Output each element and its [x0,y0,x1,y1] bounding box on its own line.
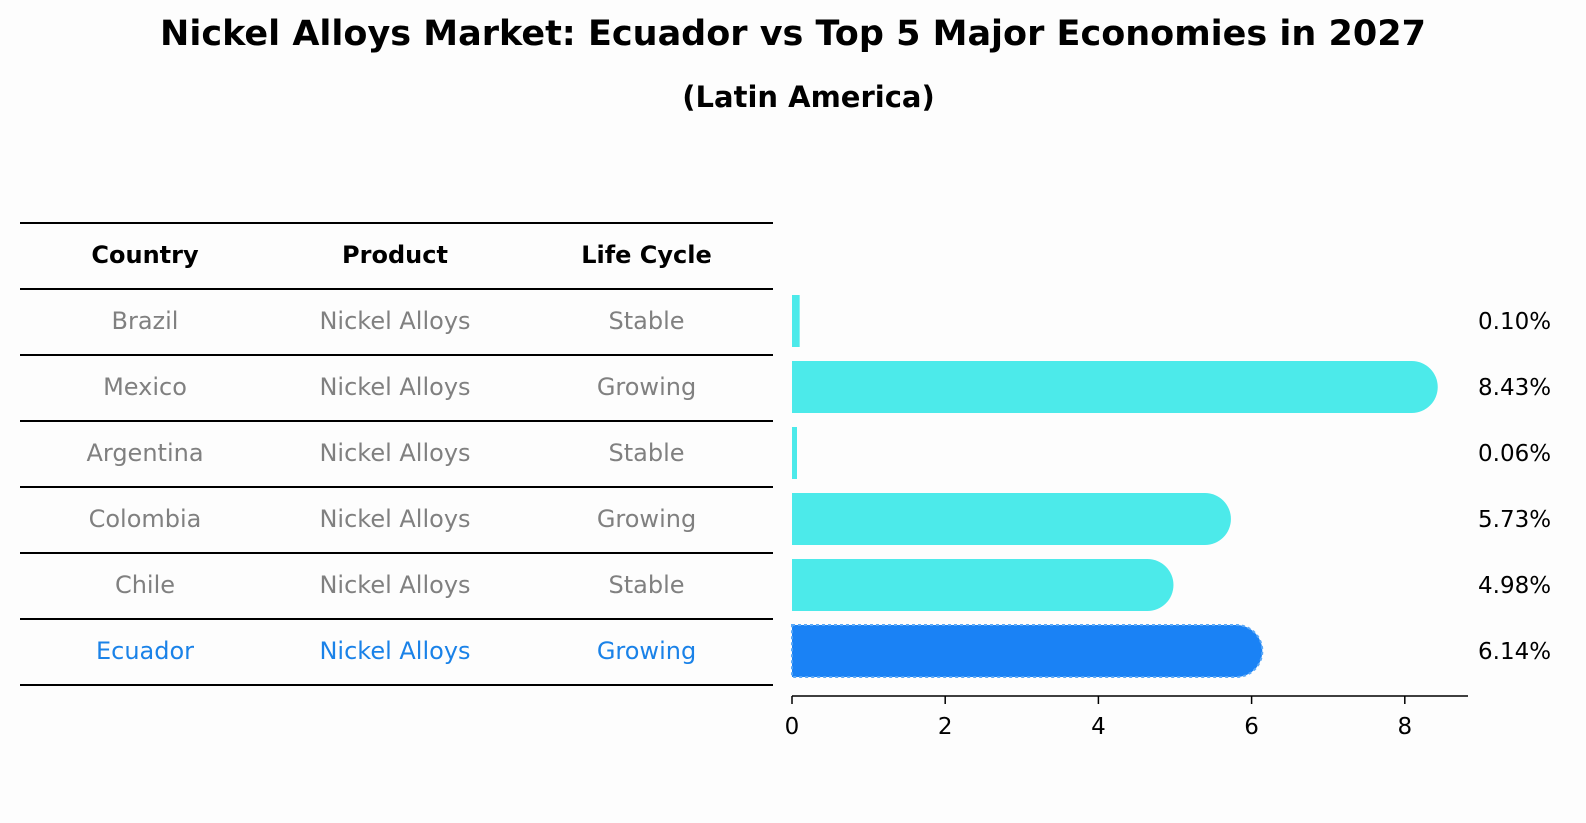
table-rule [20,618,773,620]
cell-product: Nickel Alloys [319,307,471,335]
bar [792,295,800,347]
cell-country: Mexico [103,373,187,401]
bar [792,493,1231,545]
table-rule-top [20,222,773,224]
cell-country: Colombia [88,505,202,533]
x-tick-label: 8 [1397,714,1412,740]
header-country: Country [91,241,199,269]
bar-value-label: 4.98% [1478,573,1551,599]
cell-country: Brazil [111,307,179,335]
cell-product: Nickel Alloys [319,505,471,533]
table-rule-header [20,288,773,290]
cell-life-cycle: Stable [608,307,685,335]
bar-value-label: 0.10% [1478,309,1551,335]
cell-life-cycle: Growing [596,505,697,533]
x-tick-label: 0 [785,714,800,740]
cell-country: Argentina [86,439,204,467]
header-product: Product [342,241,448,269]
cell-life-cycle: Growing [596,373,697,401]
bar [792,427,797,479]
bar [792,361,1438,413]
cell-country: Chile [114,571,176,599]
chart-subtitle: (Latin America) [682,80,935,114]
cell-product: Nickel Alloys [319,439,471,467]
table-rule [20,354,773,356]
cell-product: Nickel Alloys [319,571,471,599]
x-tick-label: 6 [1244,714,1259,740]
bar-highlight [791,624,1264,678]
table-rule-bottom [20,684,773,686]
cell-life-cycle: Stable [608,439,685,467]
x-tick-label: 2 [938,714,953,740]
cell-life-cycle: Stable [608,571,685,599]
cell-country-highlight: Ecuador [95,637,195,665]
bar [792,559,1174,611]
x-tick-label: 4 [1091,714,1106,740]
bar-value-label: 0.06% [1478,441,1551,467]
cell-life-cycle-highlight: Growing [596,637,697,665]
table-rule [20,552,773,554]
bar-value-label: 6.14% [1478,639,1551,665]
bar-value-label: 8.43% [1478,375,1551,401]
chart-title: Nickel Alloys Market: Ecuador vs Top 5 M… [160,14,1426,54]
cell-product-highlight: Nickel Alloys [319,637,471,665]
bar-value-label: 5.73% [1478,507,1551,533]
table-rule [20,420,773,422]
table-rule [20,486,773,488]
header-life-cycle: Life Cycle [581,241,712,269]
cell-product: Nickel Alloys [319,373,471,401]
